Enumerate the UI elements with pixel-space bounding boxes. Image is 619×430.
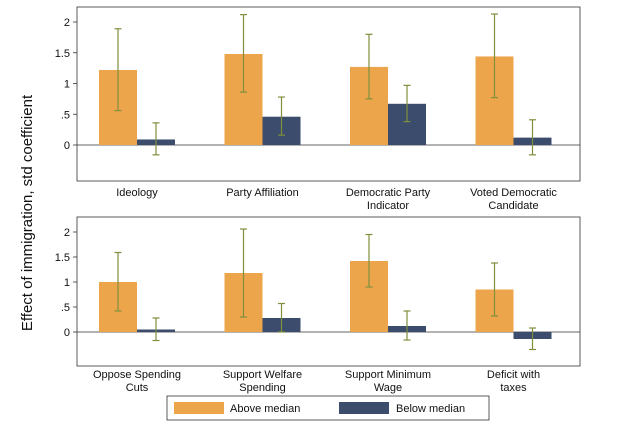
category-label: Party Affiliation [226, 187, 299, 199]
y-tick-label: 2 [64, 17, 70, 29]
category-label: Voted Democratic [470, 187, 557, 199]
category-label: Oppose Spending [93, 369, 181, 381]
y-tick-label: 0 [64, 140, 70, 152]
category-label: Cuts [126, 382, 149, 394]
category-label: Ideology [116, 187, 158, 199]
panel-1: 0 .5 1 1.5 2 Ideology Party Affiliation Democra… [55, 6, 581, 212]
legend-swatch-below [339, 402, 389, 414]
category-label: Spending [239, 382, 286, 394]
legend-label-above: Above median [230, 403, 300, 415]
y-axis-label: Effect of immigration, std coefficient [19, 94, 36, 331]
y-tick-label: 1.5 [55, 48, 70, 60]
y-tick-label: .5 [61, 302, 70, 314]
category-label: Indicator [367, 200, 410, 212]
y-tick-label: 0 [64, 327, 70, 339]
category-label: Deficit with [487, 369, 540, 381]
category-label: Wage [374, 382, 402, 394]
y-tick-label: 1 [64, 79, 70, 91]
category-label: Democratic Party [346, 187, 431, 199]
y-tick-label: 1 [64, 277, 70, 289]
legend-swatch-above [174, 402, 224, 414]
y-tick-label: 1.5 [55, 252, 70, 264]
legend: Above median Below median [166, 395, 490, 421]
y-tick-label: .5 [61, 109, 70, 121]
category-label: taxes [500, 382, 527, 394]
category-label: Candidate [488, 200, 538, 212]
category-label: Support Welfare [223, 369, 302, 381]
category-label: Support Minimum [345, 369, 431, 381]
y-tick-label: 2 [64, 227, 70, 239]
legend-label-below: Below median [396, 403, 465, 415]
